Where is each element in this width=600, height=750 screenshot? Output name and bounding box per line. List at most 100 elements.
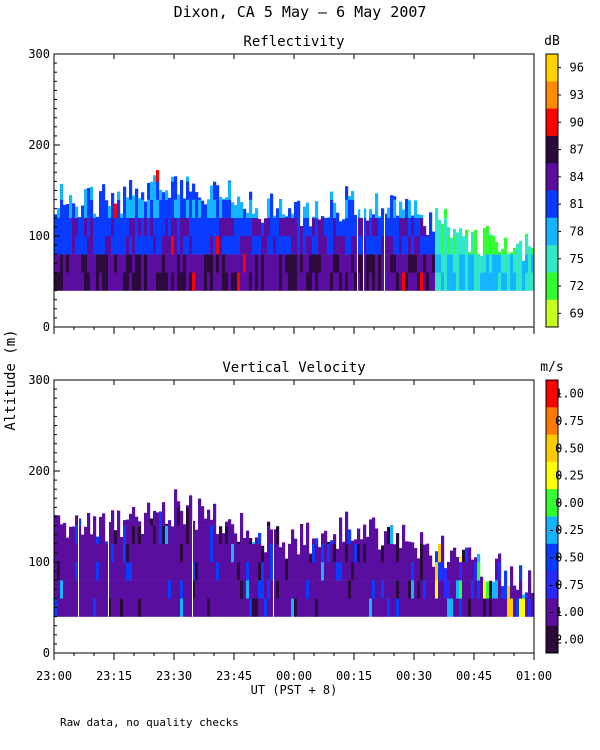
heatmap-cell: [405, 272, 409, 291]
heatmap-cell: [531, 254, 535, 273]
heatmap-cell: [219, 196, 223, 200]
heatmap-cell: [372, 214, 376, 218]
heatmap-cell: [231, 272, 235, 291]
heatmap-cell: [126, 217, 130, 237]
heatmap-cell: [195, 272, 199, 291]
heatmap-cell: [513, 598, 517, 617]
heatmap-cell: [165, 199, 169, 218]
heatmap-cell: [369, 543, 373, 563]
colorbar-vertical-velocity: 1.000.750.500.250.00-0.25-0.50-0.75-1.00…: [545, 379, 584, 654]
heatmap-cell: [63, 522, 67, 526]
heatmap-cell: [96, 536, 100, 544]
heatmap-cell: [153, 199, 157, 218]
heatmap-cell: [273, 254, 277, 273]
heatmap-cell: [84, 598, 88, 617]
heatmap-cell: [363, 598, 367, 617]
heatmap-cell: [375, 193, 379, 200]
heatmap-cell: [267, 272, 271, 291]
heatmap-cell: [459, 236, 463, 255]
heatmap-cell: [69, 254, 73, 273]
heatmap-cell: [480, 576, 484, 581]
heatmap-cell: [192, 199, 196, 218]
heatmap-cell: [270, 580, 274, 599]
heatmap-cell: [333, 543, 337, 563]
heatmap-cell: [138, 521, 142, 526]
heatmap-cell: [270, 236, 274, 255]
heatmap-cell: [375, 562, 379, 581]
heatmap-cell: [495, 558, 499, 563]
heatmap-cell: [483, 598, 487, 617]
heatmap-cell: [165, 272, 169, 291]
heatmap-cell: [195, 543, 199, 563]
heatmap-cell: [330, 217, 334, 237]
colorbar-label: -0.25: [548, 523, 584, 537]
heatmap-cell: [153, 598, 157, 617]
y-tick-label: 200: [28, 138, 50, 152]
heatmap-cell: [384, 272, 388, 291]
heatmap-cell: [207, 254, 211, 273]
heatmap-cell: [330, 254, 334, 273]
heatmap-cell: [225, 236, 229, 255]
heatmap-cell: [432, 254, 436, 273]
heatmap-cell: [516, 272, 520, 291]
heatmap-cell: [186, 543, 190, 563]
heatmap-cell: [105, 562, 109, 581]
heatmap-cell: [393, 598, 397, 617]
heatmap-cell: [81, 205, 85, 218]
heatmap-cell: [192, 217, 196, 237]
colorbar-label: 90: [570, 115, 584, 129]
heatmap-cell: [183, 217, 187, 237]
heatmap-cell: [99, 598, 103, 617]
heatmap-cell: [360, 580, 364, 599]
heatmap-cell: [66, 537, 70, 544]
heatmap-cell: [177, 254, 181, 273]
heatmap-cell: [345, 217, 349, 237]
heatmap-cell: [165, 525, 169, 544]
heatmap-cell: [528, 246, 532, 255]
heatmap-cell: [246, 598, 250, 617]
heatmap-cell: [162, 217, 166, 237]
heatmap-cell: [111, 543, 115, 563]
heatmap-cell: [78, 217, 82, 237]
colorbar-segment: [546, 245, 558, 273]
heatmap-cell: [297, 554, 301, 563]
heatmap-cell: [402, 543, 406, 563]
colorbar-segment: [546, 163, 558, 191]
heatmap-cell: [66, 272, 70, 291]
heatmap-cell: [60, 183, 64, 200]
heatmap-cell: [177, 580, 181, 599]
heatmap-cell: [492, 254, 496, 273]
heatmap-cell: [291, 543, 295, 563]
heatmap-cell: [465, 562, 469, 581]
heatmap-cell: [171, 562, 175, 581]
heatmap-cell: [165, 190, 169, 200]
heatmap-cell: [291, 562, 295, 581]
heatmap-cell: [381, 545, 385, 563]
heatmap-cell: [189, 580, 193, 599]
heatmap-cell: [132, 543, 136, 563]
heatmap-cell: [156, 512, 160, 526]
heatmap-cell: [288, 580, 292, 599]
heatmap-cell: [276, 580, 280, 599]
heatmap-cell: [396, 254, 400, 273]
heatmap-cell: [300, 543, 304, 563]
heatmap-cell: [336, 562, 340, 581]
heatmap-cell: [72, 598, 76, 617]
heatmap-cell: [150, 236, 154, 255]
heatmap-cell: [180, 525, 184, 544]
heatmap-cell: [525, 236, 529, 255]
heatmap-cell: [171, 272, 175, 291]
heatmap-cell: [210, 217, 214, 237]
heatmap-cell: [309, 226, 313, 237]
heatmap-cell: [147, 272, 151, 291]
heatmap-cell: [234, 254, 238, 273]
heatmap-cell: [519, 240, 523, 255]
heatmap-cell: [171, 176, 175, 182]
heatmap-cell: [267, 254, 271, 273]
heatmap-cell: [84, 580, 88, 599]
heatmap-cell: [123, 254, 127, 273]
heatmap-cell: [423, 562, 427, 581]
heatmap-cell: [375, 236, 379, 255]
heatmap-cell: [69, 526, 73, 544]
heatmap-cell: [114, 598, 118, 617]
